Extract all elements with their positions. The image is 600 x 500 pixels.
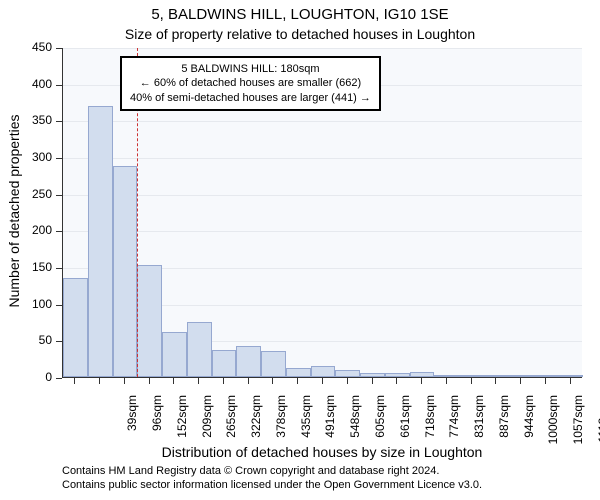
histogram-bar — [187, 322, 212, 377]
x-tick-label: 491sqm — [323, 395, 337, 455]
annotation-line-2: ← 60% of detached houses are smaller (66… — [130, 76, 371, 90]
y-tick-label: 300 — [0, 150, 52, 164]
y-tick-label: 0 — [0, 370, 52, 384]
x-tick — [570, 378, 571, 384]
y-tick — [56, 378, 62, 379]
gridline — [63, 158, 582, 159]
x-tick-label: 265sqm — [224, 395, 238, 455]
y-tick — [56, 268, 62, 269]
gridline — [63, 195, 582, 196]
x-tick-label: 322sqm — [249, 395, 263, 455]
y-tick-label: 50 — [0, 333, 52, 347]
histogram-bar — [410, 372, 435, 377]
x-tick-label: 661sqm — [398, 395, 412, 455]
histogram-bar — [311, 366, 336, 377]
chart-title-line2: Size of property relative to detached ho… — [0, 26, 600, 42]
x-tick-label: 96sqm — [150, 395, 164, 455]
y-axis-label: Number of detached properties — [6, 46, 22, 376]
y-tick — [56, 158, 62, 159]
x-tick-label: 887sqm — [497, 395, 511, 455]
x-tick — [495, 378, 496, 384]
x-tick-label: 1113sqm — [596, 395, 600, 455]
gridline — [63, 48, 582, 49]
x-tick-label: 209sqm — [200, 395, 214, 455]
histogram-chart: 5, BALDWINS HILL, LOUGHTON, IG10 1SE Siz… — [0, 0, 600, 500]
x-tick-label: 378sqm — [274, 395, 288, 455]
y-tick-label: 150 — [0, 260, 52, 274]
y-tick-label: 100 — [0, 297, 52, 311]
y-tick-label: 250 — [0, 187, 52, 201]
x-tick-label: 718sqm — [423, 395, 437, 455]
x-tick — [124, 378, 125, 384]
y-tick — [56, 305, 62, 306]
caption-line-2: Contains public sector information licen… — [62, 478, 482, 492]
x-tick-label: 1000sqm — [546, 395, 560, 455]
x-tick — [248, 378, 249, 384]
x-tick-label: 605sqm — [373, 395, 387, 455]
y-tick-label: 200 — [0, 223, 52, 237]
x-tick-label: 774sqm — [447, 395, 461, 455]
histogram-bar — [509, 375, 534, 377]
y-tick-label: 400 — [0, 77, 52, 91]
x-tick — [173, 378, 174, 384]
histogram-bar — [137, 265, 162, 377]
y-tick — [56, 85, 62, 86]
gridline — [63, 121, 582, 122]
y-tick — [56, 48, 62, 49]
y-tick-label: 450 — [0, 40, 52, 54]
caption-line-1: Contains HM Land Registry data © Crown c… — [62, 464, 482, 478]
x-tick — [272, 378, 273, 384]
x-tick — [74, 378, 75, 384]
y-tick — [56, 341, 62, 342]
histogram-bar — [88, 106, 113, 377]
x-tick — [545, 378, 546, 384]
histogram-bar — [261, 351, 286, 377]
y-tick-label: 350 — [0, 113, 52, 127]
x-tick-label: 435sqm — [299, 395, 313, 455]
chart-title-line1: 5, BALDWINS HILL, LOUGHTON, IG10 1SE — [0, 6, 600, 23]
x-tick — [372, 378, 373, 384]
histogram-bar — [484, 375, 509, 377]
histogram-bar — [459, 375, 484, 377]
x-tick — [198, 378, 199, 384]
x-tick-label: 831sqm — [472, 395, 486, 455]
histogram-bar — [335, 370, 360, 377]
x-tick — [223, 378, 224, 384]
x-tick-label: 39sqm — [125, 395, 139, 455]
y-tick — [56, 195, 62, 196]
chart-caption: Contains HM Land Registry data © Crown c… — [62, 464, 482, 493]
x-tick — [322, 378, 323, 384]
x-tick — [149, 378, 150, 384]
histogram-bar — [385, 373, 410, 377]
histogram-bar — [434, 375, 459, 377]
y-tick — [56, 231, 62, 232]
x-tick — [520, 378, 521, 384]
histogram-bar — [286, 368, 311, 377]
x-tick — [99, 378, 100, 384]
x-tick — [396, 378, 397, 384]
annotation-line-3: 40% of semi-detached houses are larger (… — [130, 91, 371, 105]
histogram-bar — [558, 375, 583, 377]
histogram-bar — [212, 350, 237, 377]
histogram-bar — [113, 166, 138, 377]
histogram-bar — [236, 346, 261, 377]
x-tick — [347, 378, 348, 384]
histogram-bar — [162, 332, 187, 377]
y-tick — [56, 121, 62, 122]
annotation-line-1: 5 BALDWINS HILL: 180sqm — [130, 62, 371, 76]
histogram-bar — [533, 375, 558, 377]
histogram-bar — [360, 373, 385, 377]
x-tick — [421, 378, 422, 384]
annotation-box: 5 BALDWINS HILL: 180sqm← 60% of detached… — [120, 56, 381, 111]
x-tick-label: 152sqm — [175, 395, 189, 455]
x-tick — [297, 378, 298, 384]
x-tick-label: 1057sqm — [571, 395, 585, 455]
gridline — [63, 231, 582, 232]
x-tick — [446, 378, 447, 384]
x-tick — [471, 378, 472, 384]
x-tick-label: 944sqm — [522, 395, 536, 455]
x-tick-label: 548sqm — [348, 395, 362, 455]
histogram-bar — [63, 278, 88, 377]
